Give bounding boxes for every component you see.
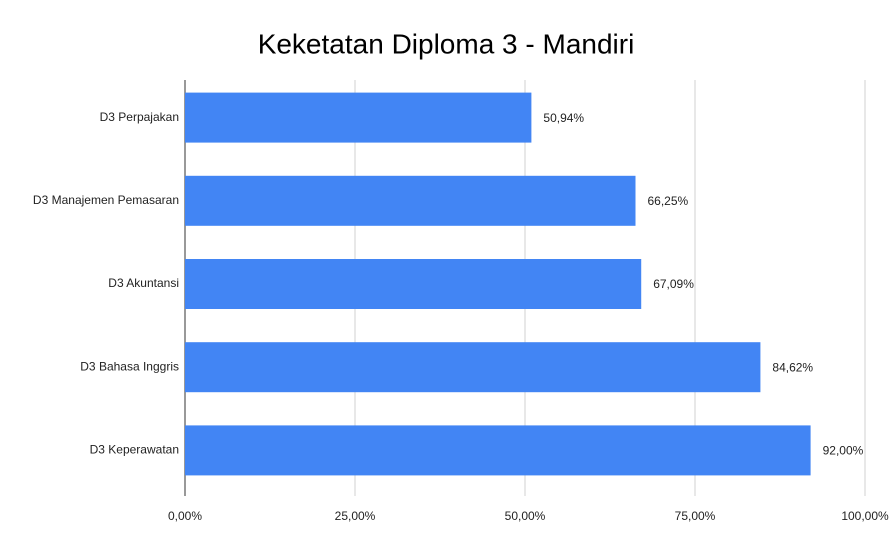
chart-title: Keketatan Diploma 3 - Mandiri bbox=[258, 28, 635, 59]
value-label: 92,00% bbox=[823, 444, 864, 458]
y-tick-label: D3 Perpajakan bbox=[100, 110, 179, 124]
x-tick-label: 50,00% bbox=[505, 509, 546, 523]
bar bbox=[185, 259, 642, 309]
bar bbox=[185, 92, 532, 143]
x-tick-label: 100,00% bbox=[841, 509, 889, 523]
x-tick-label: 75,00% bbox=[675, 509, 716, 523]
value-label: 50,94% bbox=[543, 111, 584, 125]
y-tick-label: D3 Manajemen Pemasaran bbox=[33, 193, 179, 207]
x-tick-label: 0,00% bbox=[168, 509, 202, 523]
value-label: 84,62% bbox=[772, 360, 813, 374]
y-tick-label: D3 Bahasa Inggris bbox=[80, 359, 179, 373]
y-tick-label: D3 Keperawatan bbox=[90, 443, 179, 457]
bar bbox=[185, 342, 761, 393]
bar bbox=[185, 425, 811, 476]
x-tick-label: 25,00% bbox=[335, 509, 376, 523]
value-label: 67,09% bbox=[653, 277, 694, 291]
value-label: 66,25% bbox=[648, 194, 689, 208]
bar bbox=[185, 175, 636, 226]
y-tick-label: D3 Akuntansi bbox=[108, 276, 179, 290]
